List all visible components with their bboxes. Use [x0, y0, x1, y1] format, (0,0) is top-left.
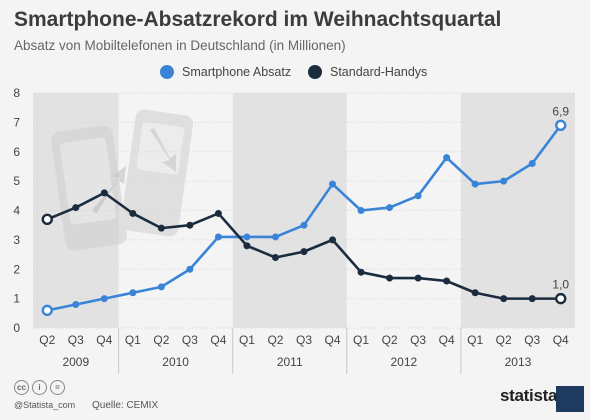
- attribution-icon: i: [32, 380, 47, 395]
- y-tick-label: 7: [13, 115, 20, 129]
- data-point: [243, 242, 251, 250]
- data-point: [414, 274, 422, 282]
- x-tick-label: Q4: [325, 333, 341, 347]
- legend-item-standard[interactable]: Standard-Handys: [308, 65, 427, 79]
- legend-label-smartphone: Smartphone Absatz: [182, 65, 292, 79]
- statista-logo-mark: [556, 386, 584, 412]
- data-point: [129, 209, 137, 217]
- data-point: [471, 289, 479, 297]
- x-tick-label: Q4: [553, 333, 569, 347]
- x-tick-label: Q1: [467, 333, 483, 347]
- y-tick-label: 0: [13, 321, 20, 335]
- y-tick-label: 1: [13, 292, 20, 306]
- data-label: 6,9: [552, 104, 569, 118]
- statista-logo[interactable]: statista: [500, 386, 558, 405]
- data-point: [129, 289, 137, 297]
- year-label: 2009: [62, 355, 89, 369]
- legend-marker-smartphone: [160, 65, 174, 79]
- legend-label-standard: Standard-Handys: [330, 65, 428, 79]
- year-label: 2010: [162, 355, 189, 369]
- license-icons: cc i =: [14, 380, 65, 395]
- x-tick-label: Q2: [153, 333, 169, 347]
- data-point: [271, 233, 279, 241]
- data-point: [443, 154, 451, 162]
- x-tick-label: Q1: [353, 333, 369, 347]
- data-point: [386, 204, 394, 212]
- data-point-endpoint: [41, 213, 53, 226]
- x-tick-label: Q2: [496, 333, 512, 347]
- data-point: [214, 233, 222, 241]
- x-tick-label: Q2: [39, 333, 55, 347]
- y-tick-label: 6: [13, 145, 20, 159]
- footer: cc i = @Statista_com Quelle: CEMIX stati…: [0, 378, 590, 420]
- data-point: [528, 160, 536, 167]
- data-point: [100, 295, 108, 303]
- data-point: [271, 254, 279, 261]
- data-point: [414, 192, 422, 200]
- data-point: [329, 180, 337, 188]
- x-tick-label: Q1: [239, 333, 255, 347]
- data-point: [528, 295, 536, 303]
- x-tick-label: Q3: [524, 333, 540, 347]
- data-point: [100, 189, 108, 197]
- statista-handle[interactable]: @Statista_com: [14, 400, 76, 410]
- y-tick-label: 3: [13, 233, 20, 247]
- data-point: [357, 268, 365, 276]
- x-tick-label: Q3: [296, 333, 312, 347]
- phone-screen: [136, 121, 185, 175]
- data-point: [72, 204, 80, 212]
- data-point: [300, 221, 308, 229]
- data-point: [500, 177, 508, 185]
- no-derivatives-icon: =: [50, 380, 65, 395]
- data-point: [500, 295, 508, 303]
- data-point: [157, 283, 165, 291]
- data-point-endpoint: [41, 304, 53, 317]
- legend: Smartphone Absatz Standard-Handys: [0, 65, 590, 87]
- data-point: [186, 221, 194, 229]
- y-tick-label: 5: [13, 174, 20, 188]
- data-point: [329, 236, 337, 244]
- legend-item-smartphone[interactable]: Smartphone Absatz: [160, 65, 291, 79]
- arrow-up-icon: [92, 166, 126, 214]
- data-point: [386, 274, 394, 282]
- data-point-endpoint: [555, 292, 567, 305]
- cc-icon: cc: [14, 380, 29, 395]
- year-label: 2011: [277, 355, 303, 369]
- data-point: [300, 248, 308, 256]
- x-tick-label: Q3: [68, 333, 84, 347]
- x-tick-label: Q3: [182, 333, 198, 347]
- chart-subtitle: Absatz von Mobiltelefonen in Deutschland…: [14, 38, 346, 53]
- year-label: 2013: [505, 355, 532, 369]
- x-tick-label: Q3: [410, 333, 426, 347]
- source-note: Quelle: CEMIX: [92, 400, 159, 411]
- data-point-endpoint: [555, 119, 567, 132]
- x-tick-label: Q4: [210, 333, 226, 347]
- y-tick-label: 2: [13, 262, 20, 276]
- x-tick-label: Q2: [267, 333, 283, 347]
- data-point: [72, 301, 80, 308]
- x-tick-label: Q1: [125, 333, 141, 347]
- legend-marker-standard: [308, 65, 322, 79]
- data-point: [471, 180, 479, 188]
- data-point: [214, 209, 222, 217]
- data-point: [443, 277, 451, 285]
- year-label: 2012: [390, 355, 417, 369]
- phones-illustration: [51, 109, 194, 251]
- line-chart: 0 1 2 3 4 5 6 7 8 Q2 Q3 Q4 Q1 Q2 Q3 Q4 Q1 Q2 Q3 Q4 Q1 Q2 Q3 Q4 Q…: [13, 86, 575, 374]
- data-point: [157, 224, 165, 232]
- x-tick-label: Q4: [439, 333, 455, 347]
- y-tick-label: 4: [13, 204, 20, 218]
- data-label: 1,0: [552, 278, 569, 292]
- x-tick-label: Q2: [382, 333, 398, 347]
- y-tick-label: 8: [13, 86, 20, 100]
- data-point: [357, 207, 365, 214]
- data-point: [186, 265, 194, 273]
- x-tick-label: Q4: [96, 333, 112, 347]
- data-point: [243, 233, 251, 241]
- arrow-down-icon: [150, 128, 176, 172]
- chart-title: Smartphone-Absatzrekord im Weihnachtsqua…: [14, 8, 502, 31]
